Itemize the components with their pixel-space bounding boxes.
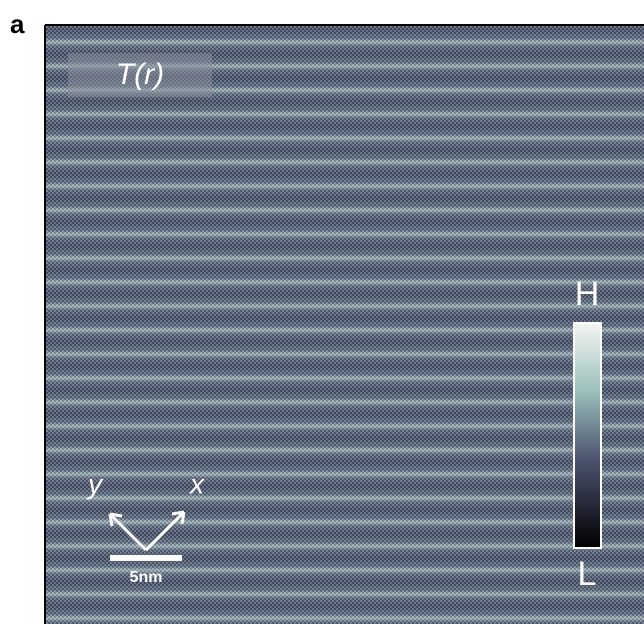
- y-axis-label: y: [86, 468, 104, 499]
- panel-label: a: [10, 9, 25, 39]
- map-title: T(r): [116, 58, 164, 91]
- scale-bar-label: 5nm: [130, 569, 163, 586]
- page: a T(r) H L y x 5nm (() => { const data =…: [0, 0, 644, 624]
- colorbar: [574, 323, 601, 548]
- figure: a T(r) H L y x 5nm: [0, 0, 644, 624]
- colorbar-high: H: [575, 275, 600, 313]
- x-axis-label: x: [188, 468, 205, 499]
- colorbar-low: L: [578, 555, 597, 593]
- stm-image: [45, 25, 644, 624]
